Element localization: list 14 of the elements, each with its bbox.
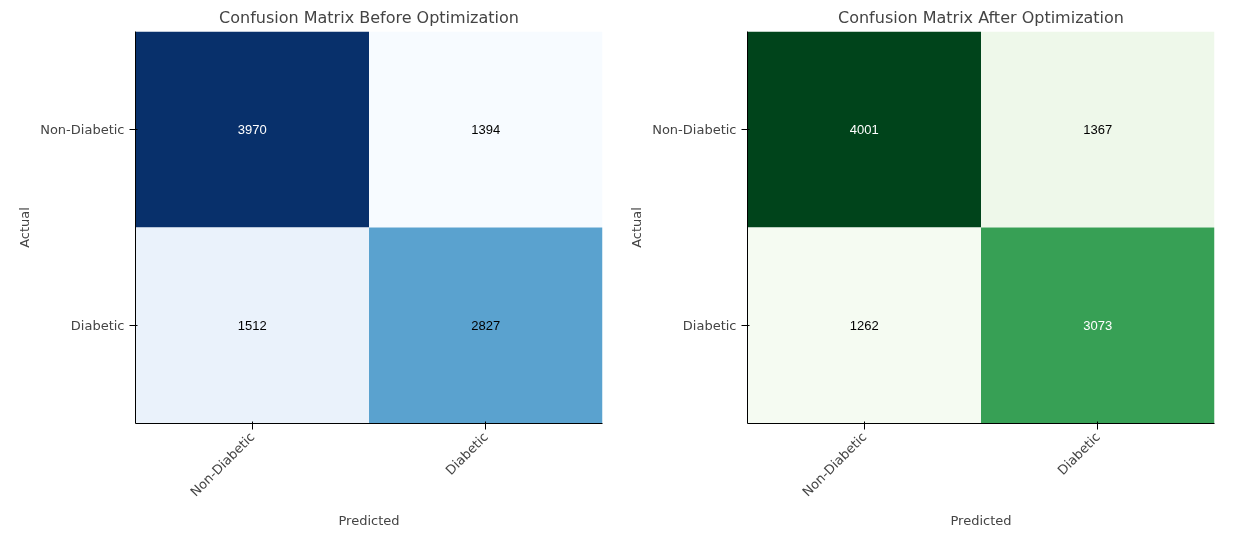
data-label: 4001	[849, 122, 879, 137]
y-axis-title: Actual	[17, 207, 33, 248]
y-axis-title: Actual	[629, 207, 645, 248]
data-label: 1262	[849, 318, 879, 333]
data-label: 1367	[1083, 122, 1113, 137]
data-label: 1394	[471, 122, 501, 137]
chart-title: Confusion Matrix After Optimization	[838, 7, 1124, 27]
x-axis-title: Predicted	[338, 512, 400, 528]
data-label: 1512	[237, 318, 267, 333]
data-label: 3073	[1083, 318, 1113, 333]
data-label: 3970	[237, 122, 267, 137]
x-axis-title: Predicted	[950, 512, 1012, 528]
data-label: 2827	[471, 318, 501, 333]
chart-title: Confusion Matrix Before Optimization	[219, 7, 519, 27]
